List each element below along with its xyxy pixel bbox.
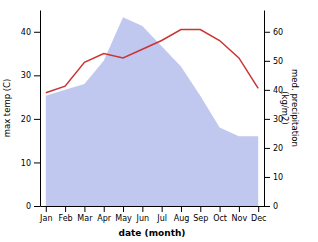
axis-line [40,11,41,207]
tick-label: Oct [213,214,227,223]
tick: Sep [193,206,208,223]
tick-mark [220,206,221,212]
tick-label: 20 [21,115,31,124]
tick-mark [34,32,40,33]
tick: 10 [21,159,40,168]
tick-label: 50 [273,57,283,66]
tick: Apr [97,206,112,223]
tick-mark [84,206,85,212]
tick-mark [264,90,270,91]
tick-mark [34,119,40,120]
tick: 20 [264,144,283,153]
tick-mark [162,206,163,212]
plot: Jan Feb Mar AprMay Jun Jul AugSep Oct NovDec 0 10 2… [21,11,283,223]
tick-label: Nov [232,214,248,223]
tick-mark [34,162,40,163]
tick-mark [123,206,124,212]
tick-mark [46,206,47,212]
tick: 60 [264,28,283,37]
tick-mark [264,119,270,120]
tick-mark [264,32,270,33]
tick-label: 10 [273,173,283,182]
tick-label: Apr [97,214,112,223]
tick-label: Jul [156,214,167,223]
y2-axis-title-line: med. precipitation [290,69,300,147]
tick: 30 [21,71,40,80]
tick-label: May [115,214,132,223]
y-axis: 0 10 20 30 40 [21,11,41,212]
tick-mark [258,206,259,212]
x-axis: Jan Feb Mar AprMay Jun Jul AugSep Oct NovDec [39,206,266,223]
tick: May [115,206,132,223]
axis-line [41,206,265,207]
tick-mark [264,206,270,207]
tick-mark [264,61,270,62]
tick-label: Jan [39,214,52,223]
tick: Jan [39,206,52,223]
tick: 0 [264,202,278,211]
tick: 0 [26,202,40,211]
tick: 10 [264,173,283,182]
tick-label: 20 [273,144,283,153]
tick: Jul [156,206,167,223]
tick-mark [142,206,143,212]
tick-mark [34,75,40,76]
tick-mark [104,206,105,212]
tick-mark [239,206,240,212]
tick-label: Jun [136,214,150,223]
tick: 20 [21,115,40,124]
tick-mark [264,177,270,178]
tick-label: 0 [26,202,31,211]
tick-label: 60 [273,28,283,37]
tick: Aug [174,206,190,223]
x-axis-title: date (month) [119,228,186,238]
tick: Mar [77,206,93,223]
tick-label: 40 [21,28,31,37]
tick-mark [200,206,201,212]
tick-label: Dec [251,214,266,223]
tick: Jun [136,206,150,223]
tick: Oct [213,206,227,223]
tick-label: Sep [193,214,208,223]
tick-label: Mar [77,214,93,223]
tick: Dec [251,206,266,223]
chart: Jan Feb Mar AprMay Jun Jul AugSep Oct NovDec 0 10 2… [0,0,318,242]
tick: Feb [59,206,73,223]
tick-mark [34,206,40,207]
tick-mark [65,206,66,212]
tick: Nov [232,206,248,223]
tick: 40 [21,28,40,37]
tick: 50 [264,57,283,66]
marks [46,17,258,206]
tick-label: 0 [273,202,278,211]
tick-label: Feb [59,214,73,223]
tick-label: 30 [21,71,31,80]
precipitation-area [46,17,258,206]
y-axis-title: max temp (C) [2,79,12,138]
tick-label: 10 [21,159,31,168]
y2-axis-title-line: (kg/m2) [280,91,290,125]
y2-axis-title: med. precipitation(kg/m2) [280,69,300,147]
tick-mark [181,206,182,212]
tick-label: Aug [174,214,190,223]
temperature-line [46,30,258,93]
tick-mark [264,148,270,149]
